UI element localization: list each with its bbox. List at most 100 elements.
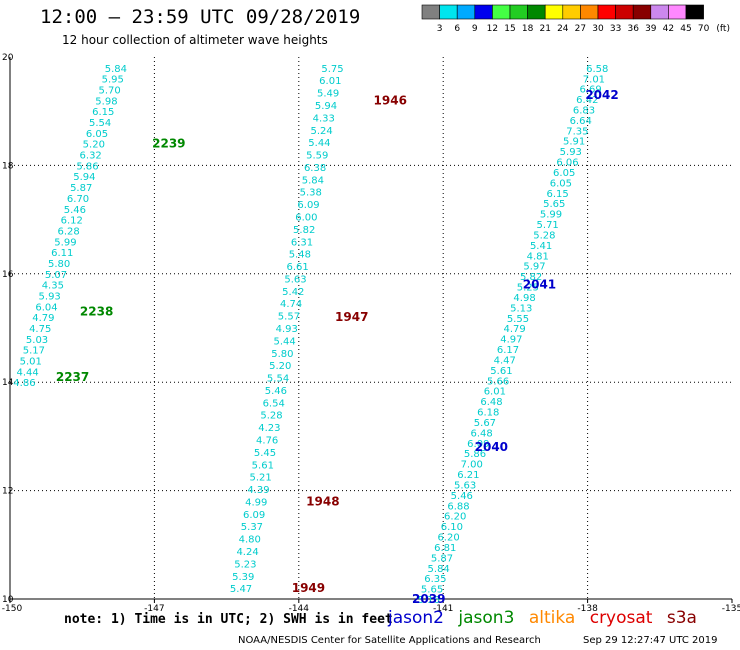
wave-height-value: 5.46: [265, 386, 287, 397]
colorbar-label: 30: [592, 24, 604, 34]
wave-height-value: 5.67: [474, 418, 496, 429]
chart-subtitle: 12 hour collection of altimeter wave hei…: [62, 33, 328, 47]
wave-height-value: 6.20: [444, 512, 466, 523]
wave-height-value: 5.99: [54, 237, 76, 248]
wave-height-value: 5.25: [517, 283, 539, 294]
wave-height-value: 6.42: [576, 95, 598, 106]
wave-height-value: 6.83: [573, 105, 595, 116]
colorbar-label: 42: [663, 24, 674, 34]
wave-height-value: 4.33: [313, 113, 335, 124]
wave-height-value: 4.44: [16, 367, 38, 378]
wave-height-value: 4.93: [276, 324, 298, 335]
colorbar-label: 12: [487, 24, 498, 34]
wave-height-value: 5.39: [232, 572, 254, 583]
wave-height-value: 5.71: [537, 220, 559, 231]
legend-cryosat: cryosat: [589, 608, 653, 628]
colorbar-swatch: [597, 4, 616, 20]
wave-height-value: 5.91: [563, 137, 585, 148]
wave-height-value: 4.24: [236, 547, 258, 558]
wave-height-value: 4.23: [258, 423, 280, 434]
y-tick-label: 18: [2, 161, 14, 171]
wave-height-value: 5.54: [89, 118, 111, 129]
colorbar-swatch: [421, 4, 440, 20]
wave-height-value: 6.69: [579, 85, 601, 96]
wave-height-value: 5.70: [98, 86, 120, 97]
wave-height-value: 6.61: [287, 262, 309, 273]
legend-jason2: jason2: [388, 608, 444, 628]
wave-height-value: 5.44: [308, 138, 330, 149]
colorbar-label: 9: [472, 24, 478, 34]
wave-height-value: 5.28: [260, 411, 282, 422]
wave-height-value: 6.28: [57, 226, 79, 237]
wave-height-value: 5.01: [20, 357, 42, 368]
wave-height-value: 5.94: [315, 101, 337, 112]
colorbar-label: 6: [454, 24, 460, 34]
wave-height-value: 6.15: [546, 189, 568, 200]
wave-height-value: 5.66: [487, 376, 509, 387]
colorbar-label: 33: [610, 24, 621, 34]
x-tick-label: -135: [722, 604, 740, 614]
wave-height-value: 4.99: [245, 497, 267, 508]
colorbar-label: 3: [437, 24, 443, 34]
y-tick-label: 12: [2, 487, 13, 497]
wave-height-value: 5.61: [490, 366, 512, 377]
wave-height-value: 5.45: [254, 448, 276, 459]
colorbar-swatch: [562, 4, 581, 20]
wave-height-value: 5.86: [464, 449, 486, 460]
wave-height-value: 5.82: [293, 225, 315, 236]
wave-height-value: 6.10: [441, 522, 463, 533]
wave-height-value: 5.42: [282, 287, 304, 298]
colorbar-swatch: [668, 4, 687, 20]
wave-height-value: 5.65: [421, 585, 443, 596]
pass-time-label: 1949: [292, 581, 325, 595]
colorbar-swatch: [456, 4, 476, 20]
colorbar-swatch: [650, 4, 669, 20]
wave-height-value: 6.12: [61, 216, 83, 227]
wave-height-value: 6.32: [80, 151, 102, 162]
wave-height-value: 5.38: [300, 188, 322, 199]
legend-s3a: s3a: [666, 608, 697, 628]
wave-height-value: 6.05: [550, 178, 572, 189]
wave-height-value: 4.75: [29, 324, 51, 335]
wave-height-value: 6.15: [92, 107, 114, 118]
pass-time-label: 2239: [152, 137, 185, 151]
colorbar-swatch: [492, 4, 511, 20]
pass-time-label: 2040: [475, 440, 508, 454]
colorbar-label: 21: [539, 24, 550, 34]
wave-height-value: 5.82: [520, 272, 542, 283]
wave-height-value: 6.64: [570, 116, 592, 127]
wave-height-value: 6.18: [477, 408, 499, 419]
colorbar-swatch: [439, 4, 458, 20]
colorbar-swatch: [615, 4, 634, 20]
wave-height-value: 4.79: [504, 324, 526, 335]
wave-height-value: 5.07: [45, 270, 67, 281]
wave-height-value: 6.88: [447, 501, 469, 512]
pass-time-label: 1946: [374, 93, 407, 107]
wave-height-value: 5.57: [278, 312, 300, 323]
wave-height-value: 5.98: [95, 96, 117, 107]
colorbar-swatch: [685, 4, 704, 20]
colorbar-label: 15: [504, 24, 515, 34]
wave-height-value: 5.48: [289, 250, 311, 261]
wave-height-value: 5.20: [83, 140, 105, 151]
colorbar-label: (ft): [716, 24, 730, 34]
legend-jason3: jason3: [458, 608, 515, 628]
pass-time-label: 1948: [306, 494, 339, 508]
wave-height-value: 5.97: [523, 262, 545, 273]
wave-height-value: 7.35: [566, 126, 588, 137]
wave-height-value: 5.55: [507, 314, 529, 325]
wave-height-value: 6.01: [484, 387, 506, 398]
wave-height-value: 6.48: [480, 397, 502, 408]
wave-height-value: 5.24: [310, 126, 332, 137]
wave-height-value: 5.54: [267, 374, 289, 385]
wave-height-value: 6.70: [67, 194, 89, 205]
wave-height-value: 6.58: [586, 64, 608, 75]
x-tick-label: -144: [289, 604, 310, 614]
wave-height-value: 4.79: [32, 313, 54, 324]
wave-height-value: 6.54: [263, 398, 285, 409]
credit-line: NOAA/NESDIS Center for Satellite Applica…: [238, 635, 541, 646]
wave-height-value: 5.86: [76, 161, 98, 172]
colorbar-swatch: [474, 4, 493, 20]
wave-height-value: 4.80: [239, 535, 261, 546]
wave-height-value: 5.84: [302, 175, 324, 186]
